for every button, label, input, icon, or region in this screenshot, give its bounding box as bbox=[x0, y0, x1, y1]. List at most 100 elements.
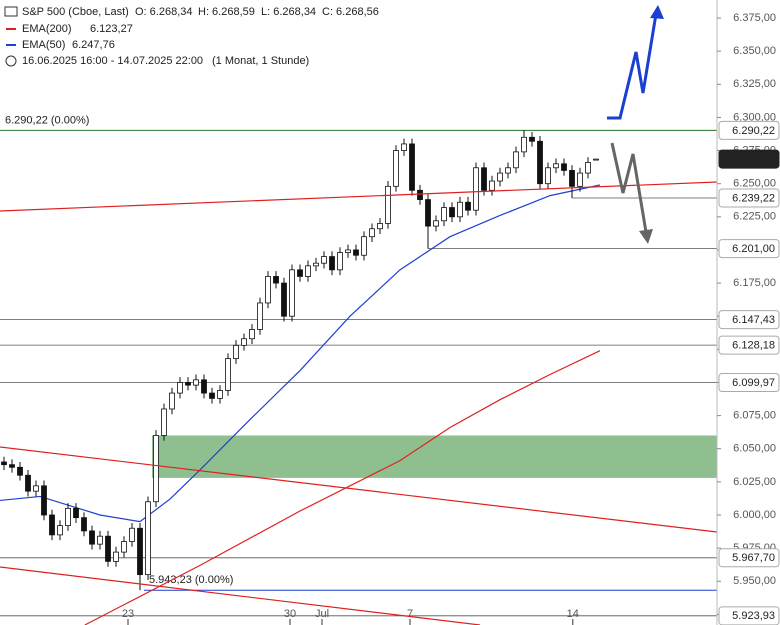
candle-body bbox=[65, 507, 71, 527]
candle-body bbox=[137, 527, 143, 576]
trend-line bbox=[0, 181, 718, 212]
y-tick-label: 6.375,00 bbox=[733, 12, 776, 24]
candle-body bbox=[305, 265, 311, 277]
candle-body bbox=[49, 514, 55, 536]
price-box bbox=[718, 310, 780, 330]
candle-body bbox=[225, 358, 231, 391]
y-tick-label: 5.950,00 bbox=[733, 575, 776, 587]
candle-body bbox=[1, 461, 7, 466]
x-tick-label: 7 bbox=[407, 608, 413, 620]
candle-body bbox=[377, 223, 383, 230]
clock-icon bbox=[5, 55, 17, 67]
candle-body bbox=[233, 344, 239, 360]
candle-body bbox=[537, 140, 543, 185]
candle-body bbox=[145, 501, 151, 576]
legend-label: EMA(200) bbox=[22, 23, 72, 35]
candle-body bbox=[129, 527, 135, 542]
x-tick-label: 30 bbox=[284, 608, 296, 620]
candle-body bbox=[281, 282, 287, 317]
price-box bbox=[718, 335, 780, 355]
candle-body bbox=[385, 185, 391, 224]
channel-line bbox=[0, 566, 481, 625]
plot-area: 6.290,22 (0.00%) 5.943,23 (0.00%) 23 30 Jul 7… bbox=[0, 114, 717, 625]
candle-body bbox=[185, 382, 191, 386]
annotation-label: 6.290,22 (0.00%) bbox=[5, 114, 89, 126]
candle-body bbox=[17, 466, 23, 476]
candle-body bbox=[553, 163, 559, 169]
price-label: 5.967,70 bbox=[732, 552, 775, 564]
ohlc-high: H: 6.268,59 bbox=[198, 6, 255, 18]
period: (1 Monat, 1 Stunde) bbox=[212, 55, 309, 67]
price-label: 5.923,93 bbox=[732, 610, 775, 622]
price-label: 6.268,56 bbox=[732, 153, 775, 165]
candle-body bbox=[593, 158, 599, 161]
candle-body bbox=[473, 167, 479, 211]
price-axis: 6.375,006.350,006.325,006.300,006.275,00… bbox=[716, 0, 780, 625]
legend-label: EMA(50) bbox=[22, 39, 65, 51]
price-label: 6.128,18 bbox=[732, 340, 775, 352]
candle-body bbox=[73, 507, 79, 519]
y-tick-label: 6.050,00 bbox=[733, 443, 776, 455]
x-tick-label: 23 bbox=[122, 608, 134, 620]
chart-icon bbox=[4, 6, 18, 17]
bear-arrow bbox=[610, 142, 648, 233]
y-tick-label: 6.225,00 bbox=[733, 211, 776, 223]
candle-body bbox=[169, 392, 175, 410]
candle-body bbox=[561, 163, 567, 171]
x-tick-label: 14 bbox=[567, 608, 579, 620]
annotation-label: 5.943,23 (0.00%) bbox=[149, 574, 233, 586]
candle-body bbox=[153, 435, 159, 503]
candle-body bbox=[273, 276, 279, 284]
candle-body bbox=[433, 220, 439, 227]
candle-body bbox=[217, 390, 223, 399]
candle-body bbox=[209, 392, 215, 399]
candle-body bbox=[321, 256, 327, 264]
candle-body bbox=[113, 551, 119, 562]
candle-body bbox=[313, 262, 319, 267]
candle-body bbox=[265, 276, 271, 304]
candle-body bbox=[449, 207, 455, 218]
y-tick-label: 6.350,00 bbox=[733, 45, 776, 57]
candle-body bbox=[97, 535, 103, 545]
candle-body bbox=[257, 302, 263, 330]
candle-body bbox=[345, 249, 351, 253]
candle-body bbox=[481, 167, 487, 191]
arrow-head bbox=[639, 229, 653, 244]
candle-body bbox=[521, 136, 527, 153]
ema-line bbox=[84, 350, 601, 625]
y-tick-label: 6.025,00 bbox=[733, 476, 776, 488]
price-box bbox=[718, 188, 780, 208]
ohlc-close: C: 6.268,56 bbox=[322, 6, 379, 18]
date-range: 16.06.2025 16:00 - 14.07.2025 22:00 bbox=[22, 55, 203, 67]
price-label: 6.099,97 bbox=[732, 377, 775, 389]
candle-body bbox=[57, 525, 63, 536]
candle-body bbox=[161, 408, 167, 436]
candle-body bbox=[425, 199, 431, 227]
candle-body bbox=[489, 180, 495, 191]
candle-body bbox=[529, 136, 535, 142]
candle-body bbox=[25, 474, 31, 492]
candle-body bbox=[249, 329, 255, 340]
candle-body bbox=[497, 172, 503, 182]
candle-body bbox=[393, 150, 399, 187]
ohlc-open: O: 6.268,34 bbox=[135, 6, 193, 18]
candle-body bbox=[441, 207, 447, 222]
y-tick-label: 6.000,00 bbox=[733, 509, 776, 521]
y-tick-label: 6.250,00 bbox=[733, 178, 776, 190]
candle-body bbox=[89, 530, 95, 545]
price-box bbox=[718, 239, 780, 259]
price-label: 6.290,22 bbox=[732, 125, 775, 137]
candle-body bbox=[121, 541, 127, 553]
candle-body bbox=[409, 143, 415, 191]
header: S&P 500 (Cboe, Last) O: 6.268,34 H: 6.26… bbox=[4, 6, 379, 67]
candle-body bbox=[105, 535, 111, 562]
candle-body bbox=[329, 256, 335, 271]
y-tick-label: 6.075,00 bbox=[733, 410, 776, 422]
support-zone bbox=[152, 435, 717, 478]
candle-body bbox=[81, 517, 87, 532]
candle-body bbox=[369, 228, 375, 238]
price-box bbox=[718, 120, 780, 140]
legend-value: 6.247,76 bbox=[72, 39, 115, 51]
